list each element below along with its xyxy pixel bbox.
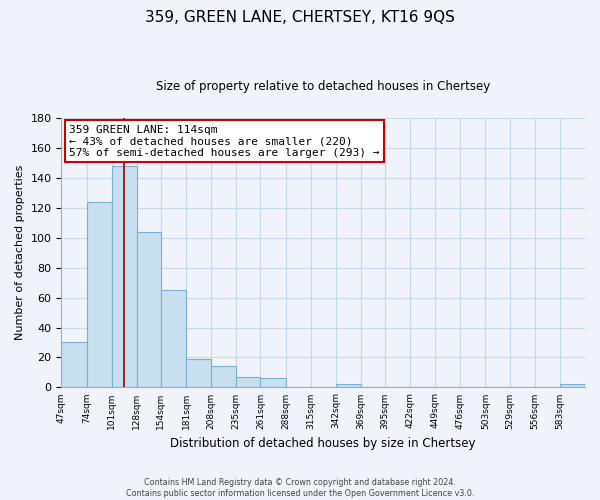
Title: Size of property relative to detached houses in Chertsey: Size of property relative to detached ho… xyxy=(156,80,490,93)
X-axis label: Distribution of detached houses by size in Chertsey: Distribution of detached houses by size … xyxy=(170,437,476,450)
Y-axis label: Number of detached properties: Number of detached properties xyxy=(15,165,25,340)
Text: Contains HM Land Registry data © Crown copyright and database right 2024.
Contai: Contains HM Land Registry data © Crown c… xyxy=(126,478,474,498)
Bar xyxy=(161,290,186,388)
Bar xyxy=(260,378,286,388)
Bar xyxy=(61,342,86,388)
Bar xyxy=(86,202,112,388)
Bar xyxy=(137,232,161,388)
Bar xyxy=(112,166,137,388)
Bar xyxy=(336,384,361,388)
Bar xyxy=(560,384,585,388)
Text: 359, GREEN LANE, CHERTSEY, KT16 9QS: 359, GREEN LANE, CHERTSEY, KT16 9QS xyxy=(145,10,455,25)
Bar xyxy=(211,366,236,388)
Text: 359 GREEN LANE: 114sqm
← 43% of detached houses are smaller (220)
57% of semi-de: 359 GREEN LANE: 114sqm ← 43% of detached… xyxy=(69,124,380,158)
Bar xyxy=(186,359,211,388)
Bar xyxy=(236,377,260,388)
